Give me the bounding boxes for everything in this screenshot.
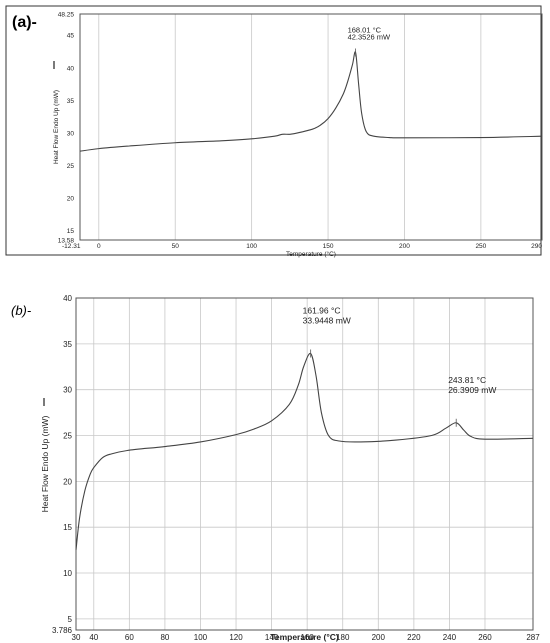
- panel-a-ytick-label: 40: [67, 65, 75, 72]
- panel-b-y-axis-label-group: Heat Flow Endo Up (mW): [40, 415, 50, 512]
- panel-a-xtick-label: 0: [97, 243, 101, 250]
- panel-b-xtick-label: 60: [125, 633, 134, 642]
- panel-a-plot-frame: [79, 13, 543, 241]
- panel-b-xtick-label: 220: [407, 633, 421, 642]
- panel-a-xtick-label: 200: [399, 243, 410, 250]
- panel-a-ytick-label: 48.25: [58, 12, 75, 19]
- panel-b-xtick-label: 240: [443, 633, 457, 642]
- panel-a-ytick-label: 20: [67, 196, 75, 203]
- panel-b-peak-annotation: 161.96 °C: [303, 306, 341, 316]
- panel-b-xtick-label: 100: [194, 633, 208, 642]
- panel-b-xtick-label: 260: [478, 633, 492, 642]
- panel-a-frame: [5, 5, 542, 256]
- panel-b-ytick-label: 15: [63, 523, 72, 532]
- panel-b-xtick-label: 40: [89, 633, 98, 642]
- panel-a-peak-annotation: 168.01 °C: [348, 25, 382, 34]
- panel-a-xtick-label: 50: [172, 243, 180, 250]
- panel-b-xtick-label: 200: [372, 633, 386, 642]
- panel-b-xtick-label: 80: [160, 633, 169, 642]
- panel-b-series-line: [75, 352, 534, 551]
- panel-a-ytick-label: 45: [67, 33, 75, 40]
- panel-b-y-axis-label: Heat Flow Endo Up (mW): [40, 415, 50, 512]
- panel-a-xtick-label: 250: [475, 243, 486, 250]
- panel-a-x-axis-label: Temperature (°C): [286, 250, 336, 258]
- panel-b-ytick-label: 35: [63, 340, 72, 349]
- panel-a-ytick-label: 25: [67, 163, 75, 170]
- panel-b-plot-frame: [75, 297, 534, 631]
- panel-b-ytick-label: 30: [63, 386, 72, 395]
- panel-a-xtick-label: -12.31: [62, 243, 81, 250]
- panel-b-peak-annotation: 26.3909 mW: [448, 385, 496, 395]
- panel-b-xtick-label: 287: [526, 633, 540, 642]
- panel-a-xtick-label: 100: [246, 243, 257, 250]
- panel-a-ytick-label: 35: [67, 98, 75, 105]
- panel-b-xtick-label: 120: [229, 633, 243, 642]
- panel-b-x-axis-label: Temperature (°C): [270, 632, 339, 642]
- panel-b-label: (b)-: [11, 303, 32, 318]
- panel-b-peak-annotation: 243.81 °C: [448, 375, 486, 385]
- panel-b-ytick-label: 20: [63, 477, 72, 486]
- panel-a-ytick-label: 30: [67, 130, 75, 137]
- panel-a-ytick-label: 13.58: [58, 238, 75, 245]
- panel-b-xtick-label: 160: [300, 633, 314, 642]
- panel-b-peak-annotation: 33.9448 mW: [303, 316, 351, 326]
- panel-a-y-axis-label: Heat Flow Endo Up (mW): [53, 90, 60, 164]
- panel-b-xtick-label: 140: [265, 633, 279, 642]
- panel-b-ytick-label: 25: [63, 432, 72, 441]
- panel-a-ytick-label: 15: [67, 228, 75, 235]
- panel-a-xtick-label: 290: [531, 243, 542, 250]
- panel-a-label: (a)-: [12, 14, 37, 31]
- panel-b-ytick-label: 3.786: [52, 626, 73, 635]
- panel-b-xtick-label: 30: [72, 633, 81, 642]
- panel-a-peak-annotation: 42.3526 mW: [348, 32, 391, 41]
- panel-b-ytick-label: 10: [63, 569, 72, 578]
- panel-a-xtick-label: 150: [323, 243, 334, 250]
- panel-a-series-line: [79, 51, 543, 152]
- panel-b-xtick-label: 180: [336, 633, 350, 642]
- panel-a-y-axis-label-group: Heat Flow Endo Up (mW): [53, 90, 60, 164]
- panel-b-ytick-label: 5: [68, 615, 73, 624]
- panel-b-ytick-label: 40: [63, 294, 72, 303]
